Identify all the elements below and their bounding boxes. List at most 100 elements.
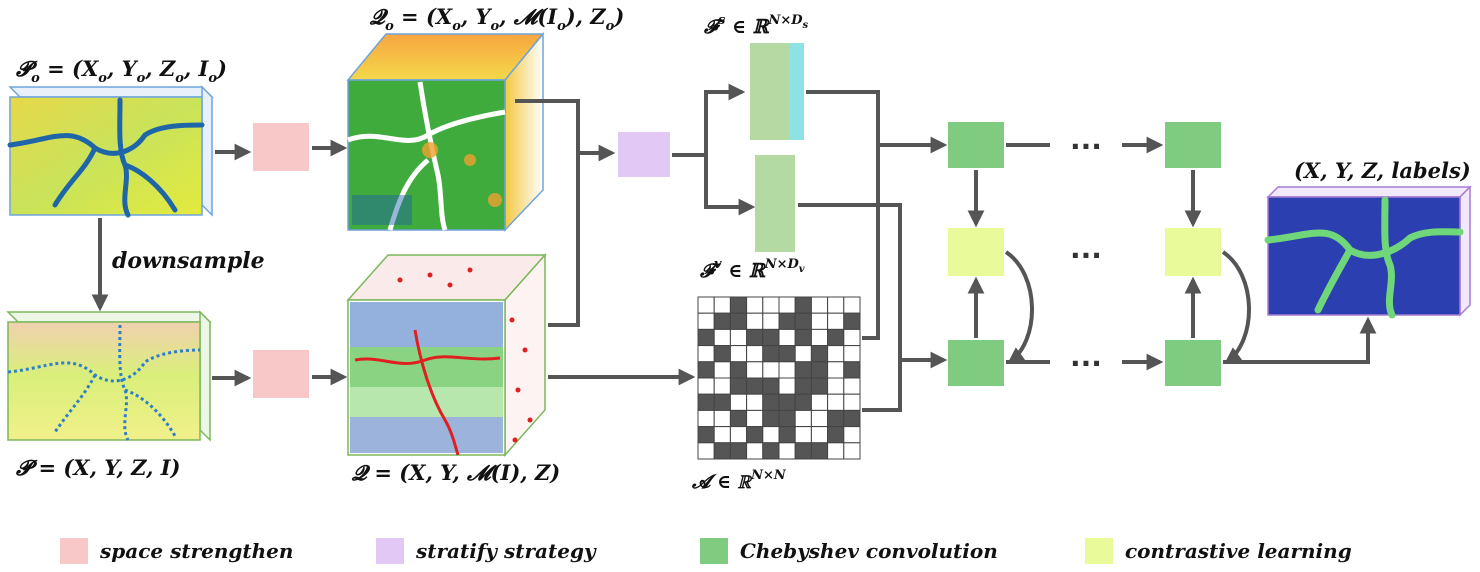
matrix-cell	[697, 393, 715, 411]
matrix-cell	[794, 393, 812, 411]
matrix-cell	[746, 377, 764, 395]
arrow-a-to-cheb-lower	[862, 360, 902, 412]
matrix-cell	[729, 296, 748, 314]
matrix-cell	[697, 361, 715, 379]
arrow-cl2-loop	[1221, 250, 1251, 364]
matrix-cell	[746, 393, 764, 411]
matrix-cell	[794, 361, 812, 379]
matrix-cell	[713, 312, 731, 330]
legend-label-3: Chebyshev convolution	[740, 539, 998, 563]
matrix-cell	[810, 361, 829, 379]
matrix-cell	[794, 296, 812, 314]
ellipsis-middle: ···	[1070, 239, 1102, 272]
matrix-cell	[843, 377, 861, 395]
matrix-cell	[794, 345, 812, 363]
matrix-cell	[827, 361, 845, 379]
matrix-cell	[697, 296, 715, 314]
matrix-cell	[843, 312, 861, 330]
matrix-cell	[843, 296, 861, 314]
point-cloud-p-box	[6, 310, 212, 442]
matrix-cell	[810, 345, 829, 363]
matrix-cell	[729, 345, 748, 363]
p-label: 𝓟 = (X, Y, Z, I)	[16, 455, 180, 480]
matrix-cell	[713, 426, 731, 444]
fv-label: 𝓕v ∈ ℝN×Dv	[699, 257, 805, 282]
arrow-qo-to-stratify	[515, 99, 616, 162]
matrix-cell	[762, 328, 780, 347]
arrow-a-to-cheb1	[862, 145, 880, 340]
matrix-cell	[762, 296, 780, 314]
legend-swatch-4	[1085, 538, 1113, 564]
legend-swatch-2	[376, 538, 404, 564]
matrix-cell	[827, 442, 845, 460]
output-crack-lines	[1264, 196, 1464, 319]
matrix-cell	[746, 442, 764, 460]
matrix-cell	[697, 426, 715, 444]
matrix-cell	[746, 426, 764, 444]
matrix-cell	[827, 312, 845, 330]
matrix-cell	[762, 361, 780, 379]
ellipsis-top: ···	[1070, 130, 1102, 163]
matrix-cell	[713, 361, 731, 379]
legend-label-2: stratify strategy	[415, 539, 597, 563]
point-cloud-qo-cube	[346, 31, 545, 232]
matrix-cell	[794, 409, 812, 428]
matrix-cell	[827, 377, 845, 395]
matrix-cell	[778, 361, 796, 379]
matrix-cell	[713, 328, 731, 347]
matrix-cell	[729, 361, 748, 379]
matrix-cell	[794, 312, 812, 330]
chebyshev-block-1-top	[948, 122, 1004, 168]
matrix-cell	[746, 296, 764, 314]
matrix-cell	[729, 393, 748, 411]
matrix-cell	[810, 312, 829, 330]
matrix-cell	[729, 442, 748, 460]
matrix-cell	[713, 409, 731, 428]
matrix-cell	[729, 377, 748, 395]
space-strengthen-block-bottom	[253, 350, 309, 398]
matrix-cell	[778, 377, 796, 395]
downsample-label: downsample	[112, 248, 265, 274]
arrow-fs-to-cheb1	[806, 90, 948, 154]
matrix-cell	[843, 328, 861, 347]
matrix-cell	[794, 442, 812, 460]
matrix-cell	[827, 393, 845, 411]
matrix-cell	[746, 409, 764, 428]
matrix-cell	[810, 409, 829, 428]
matrix-cell	[843, 361, 861, 379]
matrix-cell	[762, 442, 780, 460]
matrix-cell	[729, 426, 748, 444]
matrix-cell	[746, 361, 764, 379]
po-crack-lines	[7, 97, 205, 218]
output-point-cloud	[1264, 185, 1472, 319]
chebyshev-block-2-top	[1165, 122, 1221, 168]
output-label: (X, Y, Z, labels)	[1294, 158, 1471, 183]
matrix-cell	[697, 328, 715, 347]
arrow-fv-to-cheb-lower	[798, 203, 948, 369]
point-cloud-po-box	[7, 85, 214, 218]
legend: space strengthen stratify strategy Chebysh…	[60, 538, 1352, 564]
matrix-cell	[713, 442, 731, 460]
matrix-cell	[697, 442, 715, 460]
matrix-cell	[713, 296, 731, 314]
matrix-cell	[794, 426, 812, 444]
matrix-cell	[762, 345, 780, 363]
matrix-cell	[746, 328, 764, 347]
contrastive-block-1	[948, 228, 1004, 276]
matrix-cell	[729, 328, 748, 347]
matrix-cell	[697, 312, 715, 330]
po-label: 𝓟o = (Xo, Yo, Zo, Io)	[16, 56, 227, 86]
matrix-cell	[827, 426, 845, 444]
q-label: 𝓠 = (X, Y, 𝓜(I), Z)	[351, 460, 560, 485]
matrix-cell	[810, 393, 829, 411]
arrow-to-output	[1223, 316, 1377, 364]
matrix-cell	[794, 328, 812, 347]
fs-label: 𝓕s ∈ ℝN×Ds	[703, 13, 809, 38]
feature-fs-extra	[790, 43, 804, 140]
matrix-cell	[778, 426, 796, 444]
matrix-cell	[713, 345, 731, 363]
arrow-stratify-to-fv	[704, 155, 756, 216]
matrix-cell	[810, 377, 829, 395]
matrix-cell	[778, 312, 796, 330]
